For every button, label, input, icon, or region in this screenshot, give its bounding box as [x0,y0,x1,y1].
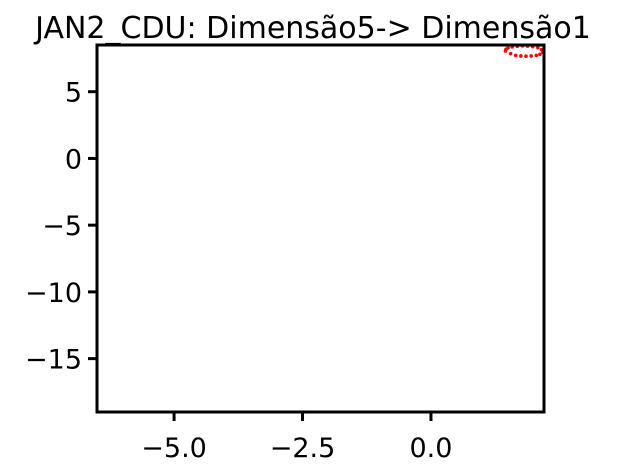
y-tick-label: 0 [65,144,82,175]
y-tick-label: −10 [25,278,82,309]
chart-title: JAN2_CDU: Dimensão5-> Dimensão1 [33,11,591,46]
data-point [536,45,540,50]
data-point [534,53,539,58]
data-point [539,47,544,52]
data-point [508,51,513,56]
data-point [524,54,528,59]
data-point [504,47,508,52]
data-point [538,52,542,57]
y-tick-label: 5 [65,78,82,109]
y-axis: 5 0 −5 −10 −15 [25,78,97,376]
x-tick-label: 0.0 [409,433,452,464]
x-tick-label: −2.5 [270,433,336,464]
plot-frame [95,43,546,414]
data-point [513,53,518,58]
x-axis: −5.0 −2.5 0.0 [141,412,452,464]
data-point [529,54,533,58]
y-tick-label: −5 [42,211,82,242]
x-tick-label: −5.0 [141,433,207,464]
y-tick-label: −15 [25,345,82,376]
data-point [519,54,523,58]
